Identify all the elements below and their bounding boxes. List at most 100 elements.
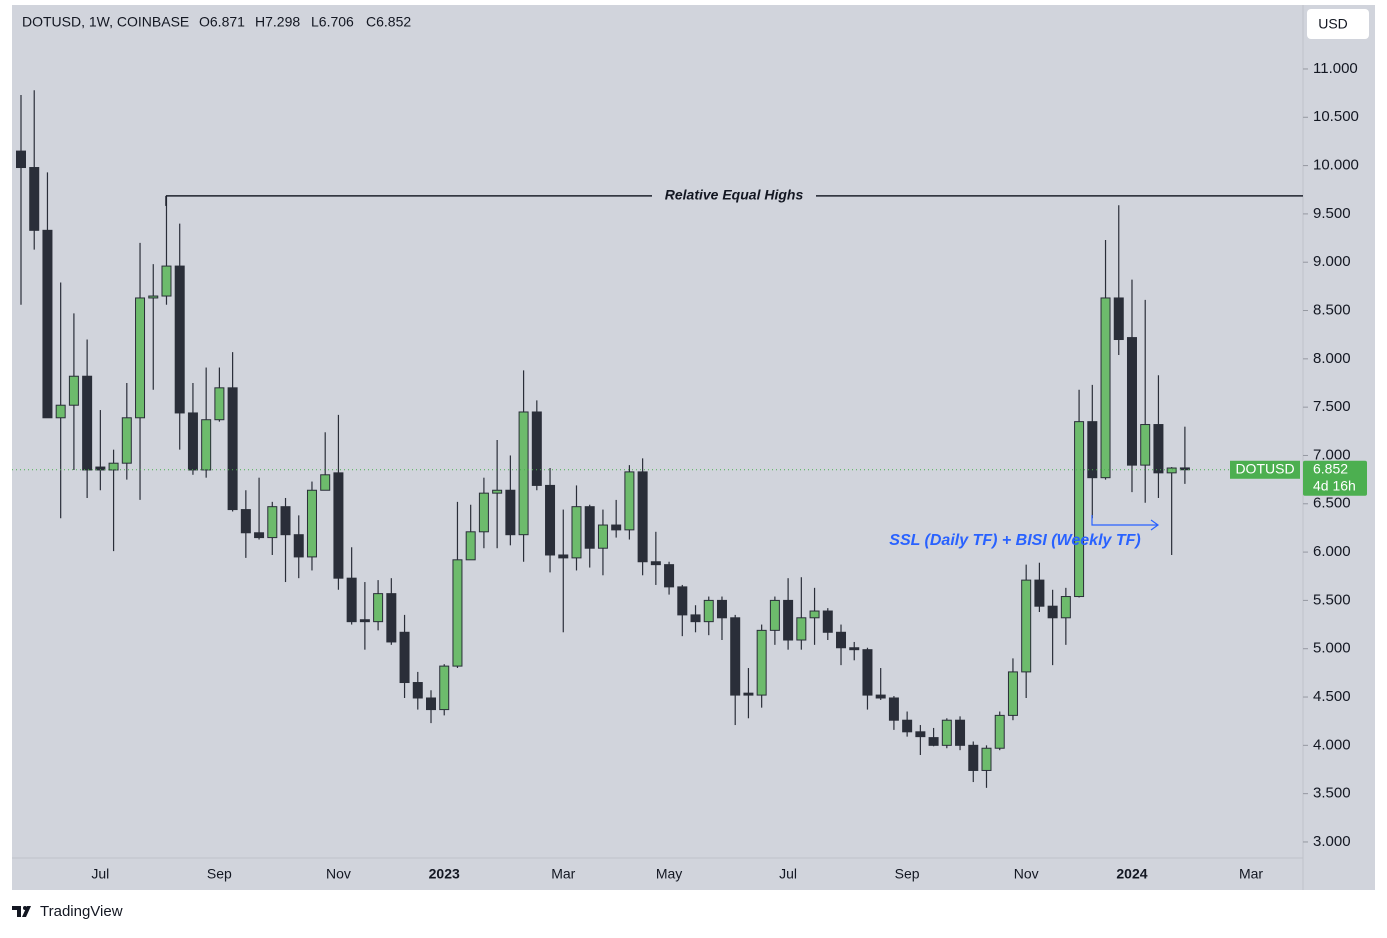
candle-body-up <box>1100 297 1111 479</box>
price-tag <box>1303 460 1367 496</box>
candle-body-down <box>875 694 886 699</box>
candle-body-down <box>346 577 357 623</box>
candle-body-up <box>306 489 317 558</box>
candle-body-down <box>412 682 423 699</box>
candle-body-down <box>187 412 198 471</box>
candle-body-down <box>730 617 741 696</box>
candle-body-up <box>201 419 212 471</box>
candle-body-up <box>769 599 780 631</box>
candle-body-up <box>1140 424 1151 466</box>
candle-body-down <box>426 697 437 711</box>
candle-body-up <box>1074 421 1085 598</box>
y-tick-label: 5.500 <box>1313 591 1351 608</box>
candle-body-up <box>492 489 503 494</box>
y-tick-label: 11.000 <box>1313 60 1358 77</box>
y-tick-label: 4.000 <box>1313 736 1351 753</box>
candle-body-up <box>478 492 489 533</box>
candle-body-up <box>121 417 132 464</box>
candle-body-down <box>650 561 661 566</box>
candle-body-down <box>1126 337 1137 466</box>
tradingview-logo <box>12 906 31 917</box>
candle-body-down <box>637 471 648 563</box>
candle-body-down <box>240 509 251 534</box>
candle-body-down <box>174 265 185 414</box>
candle-body-down <box>293 534 304 558</box>
candle-body-down <box>1034 579 1045 607</box>
candle-body-up <box>452 559 463 667</box>
x-tick-label: Sep <box>207 866 232 882</box>
x-tick-label: Jul <box>779 866 797 882</box>
candle-body-down <box>928 737 939 746</box>
candle-body-up <box>214 387 225 421</box>
candle-body-up <box>373 593 384 623</box>
candle-body-up <box>1060 596 1071 619</box>
x-tick-label: Nov <box>326 866 351 882</box>
candle-body-down <box>968 744 979 771</box>
candle-body-down <box>1047 605 1058 619</box>
candle-body-up <box>597 524 608 549</box>
annotation-bg <box>652 186 816 205</box>
equal-highs-label: Relative Equal Highs <box>665 187 804 203</box>
candle-body-up <box>465 531 476 561</box>
candle-body-up <box>55 404 66 419</box>
candle-body-down <box>1113 297 1124 341</box>
ohlc-low: L6.706 <box>311 14 354 30</box>
x-tick-label: 2023 <box>429 866 460 882</box>
currency-button[interactable] <box>1307 9 1369 39</box>
y-tick-label: 7.500 <box>1313 398 1351 415</box>
ohlc-close: C6.852 <box>366 14 411 30</box>
y-tick-label: 8.000 <box>1313 350 1351 367</box>
brand: TradingView <box>40 903 123 920</box>
candle-body-down <box>743 692 754 696</box>
y-tick-label: 8.500 <box>1313 301 1351 318</box>
candle-body-down <box>611 524 622 531</box>
candle-body-up <box>267 506 278 539</box>
candle-body-down <box>42 229 53 419</box>
x-tick-label: Mar <box>551 866 575 882</box>
y-tick-label: 9.500 <box>1313 205 1351 222</box>
candle-body-down <box>1087 421 1098 479</box>
ohlc-high: H7.298 <box>255 14 300 30</box>
price-tag-countdown: 4d 16h <box>1313 477 1356 493</box>
candle-body-down <box>915 731 926 738</box>
candle-body-up <box>571 506 582 559</box>
candle-body-down <box>822 610 833 633</box>
candle-body-down <box>584 506 595 549</box>
y-tick-label: 3.000 <box>1313 833 1351 850</box>
candle-body-down <box>558 554 569 559</box>
y-tick-label: 5.000 <box>1313 640 1351 657</box>
candle-body-up <box>809 610 820 619</box>
candle-body-down <box>545 484 556 556</box>
candle-body-down <box>16 150 26 169</box>
chart-background <box>12 5 1375 890</box>
y-tick-label: 6.000 <box>1313 543 1351 560</box>
candle-body-down <box>280 506 291 536</box>
candle-body-down <box>1153 424 1164 474</box>
candle-body-up <box>756 629 767 696</box>
x-tick-label: Jul <box>91 866 109 882</box>
x-tick-label: Nov <box>1014 866 1039 882</box>
candle-body-down <box>82 375 93 471</box>
candle-body-up <box>981 747 992 771</box>
y-tick-label: 4.500 <box>1313 688 1351 705</box>
candle-body-up <box>161 265 172 297</box>
candle-body-down <box>955 719 966 746</box>
candle-body-up <box>518 411 529 536</box>
candle-body-down <box>902 719 913 733</box>
candle-body-down <box>849 647 860 651</box>
x-tick-label: May <box>656 866 682 882</box>
currency-label[interactable]: USD <box>1318 16 1348 32</box>
candle-body-down <box>677 586 688 616</box>
candle-body-down <box>227 387 238 511</box>
candle-body-down <box>531 411 542 486</box>
x-tick-label: Sep <box>895 866 920 882</box>
candle-body-up <box>796 617 807 641</box>
candle-body-down <box>399 631 410 684</box>
candle-body-down <box>836 631 847 649</box>
y-tick-label: 10.500 <box>1313 108 1359 125</box>
candle-body-down <box>716 599 727 619</box>
candle-body-down <box>862 649 873 696</box>
candle-body-down <box>888 697 899 721</box>
candle-body-up <box>1166 467 1177 474</box>
